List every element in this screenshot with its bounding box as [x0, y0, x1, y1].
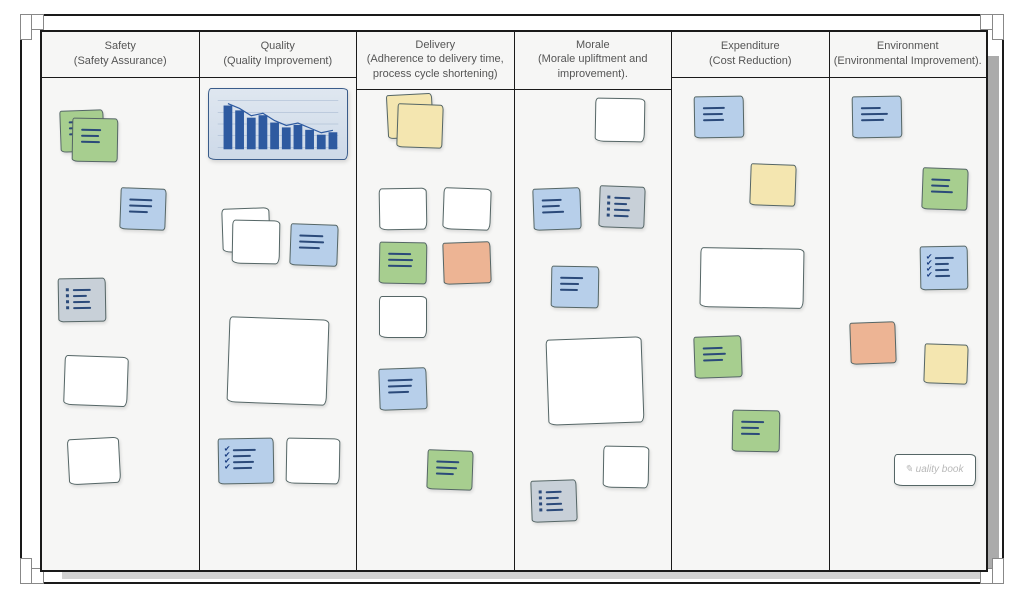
sticky-note[interactable]: [379, 296, 427, 338]
sticky-note[interactable]: [594, 98, 645, 143]
column-morale: Morale(Morale upliftment and improvement…: [515, 32, 673, 570]
sticky-note[interactable]: [442, 241, 491, 285]
sticky-note[interactable]: [550, 266, 599, 309]
sticky-note[interactable]: [545, 336, 644, 425]
column-safety: Safety(Safety Assurance): [42, 32, 200, 570]
sticky-note[interactable]: [426, 449, 473, 491]
sticky-note[interactable]: [598, 185, 645, 229]
column-title: Morale: [519, 38, 668, 52]
sticky-note[interactable]: [749, 163, 796, 207]
column-header: Safety(Safety Assurance): [42, 32, 199, 78]
sticky-note[interactable]: [921, 167, 968, 211]
sticky-note[interactable]: [289, 223, 338, 267]
sticky-note[interactable]: [63, 355, 129, 407]
sticky-note[interactable]: [285, 438, 340, 485]
sticky-note[interactable]: [732, 410, 781, 453]
sticky-note[interactable]: [226, 316, 329, 405]
column-body: [515, 78, 672, 570]
column-title: Environment: [834, 39, 983, 53]
bar-chart-card[interactable]: [208, 88, 348, 160]
sticky-note[interactable]: [217, 438, 274, 485]
column-subtitle: (Environmental Improvement).: [834, 54, 983, 68]
column-header: Quality(Quality Improvement): [200, 32, 357, 78]
column-subtitle: (Cost Reduction): [676, 54, 825, 68]
sticky-note[interactable]: [602, 446, 649, 489]
watermark-card: uality book: [894, 454, 976, 486]
sticky-note[interactable]: [379, 242, 428, 285]
sticky-note[interactable]: [231, 220, 280, 265]
column-subtitle: (Adherence to delivery time, process cyc…: [361, 52, 510, 81]
column-expenditure: Expenditure(Cost Reduction): [672, 32, 830, 570]
corner-bl2: [20, 558, 32, 584]
watermark-text: uality book: [905, 464, 964, 475]
board-inner: Safety(Safety Assurance)Quality(Quality …: [40, 30, 988, 572]
column-title: Safety: [46, 39, 195, 53]
sticky-note[interactable]: [694, 96, 745, 139]
column-environment: Environment(Environmental Improvement). u…: [830, 32, 987, 570]
sticky-note[interactable]: [919, 246, 968, 291]
column-subtitle: (Quality Improvement): [204, 54, 353, 68]
column-subtitle: (Morale upliftment and improvement).: [519, 52, 668, 81]
sticky-note[interactable]: [396, 103, 444, 149]
sticky-note[interactable]: [532, 187, 581, 231]
sticky-note[interactable]: [379, 188, 428, 231]
column-title: Quality: [204, 39, 353, 53]
column-body: [672, 78, 829, 570]
column-body: [357, 78, 514, 570]
sticky-note[interactable]: [923, 343, 968, 385]
board-columns: Safety(Safety Assurance)Quality(Quality …: [42, 32, 986, 570]
sticky-note[interactable]: [119, 187, 166, 231]
frame-shadow-right: [988, 56, 999, 574]
sticky-note[interactable]: [693, 335, 742, 379]
sticky-note[interactable]: [849, 321, 896, 365]
column-title: Delivery: [361, 38, 510, 52]
sticky-note[interactable]: [442, 187, 491, 231]
column-delivery: Delivery(Adherence to delivery time, pro…: [357, 32, 515, 570]
sticky-note[interactable]: [851, 96, 902, 139]
board-outer-frame: Safety(Safety Assurance)Quality(Quality …: [20, 14, 1004, 584]
sticky-note[interactable]: [72, 118, 119, 163]
column-header: Expenditure(Cost Reduction): [672, 32, 829, 78]
corner-br2: [992, 558, 1004, 584]
column-quality: Quality(Quality Improvement): [200, 32, 358, 570]
sticky-note[interactable]: [530, 479, 577, 523]
column-subtitle: (Safety Assurance): [46, 54, 195, 68]
column-body: [42, 78, 199, 570]
sticky-note[interactable]: [378, 367, 427, 411]
sticky-note[interactable]: [67, 437, 121, 486]
column-body: uality book: [830, 78, 987, 570]
corner-tl2: [20, 14, 32, 40]
column-header: Environment(Environmental Improvement).: [830, 32, 987, 78]
column-title: Expenditure: [676, 39, 825, 53]
sticky-note[interactable]: [58, 278, 107, 323]
column-body: [200, 78, 357, 570]
sticky-note[interactable]: [699, 247, 804, 309]
corner-tr2: [992, 14, 1004, 40]
